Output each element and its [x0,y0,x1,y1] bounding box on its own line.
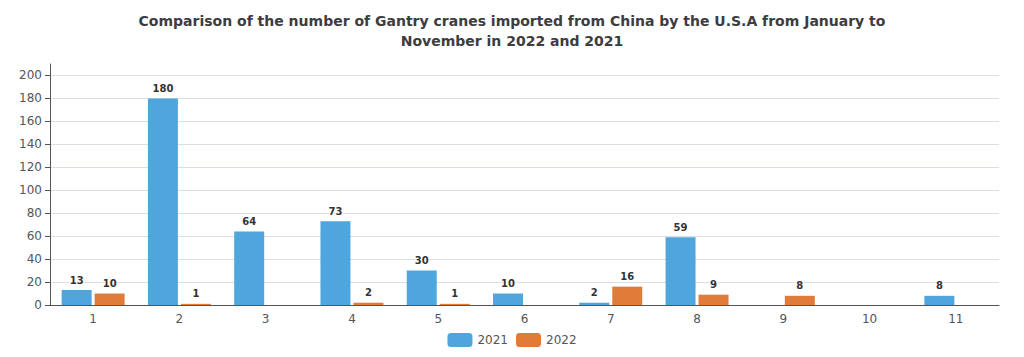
svg-text:60: 60 [27,229,42,243]
svg-text:120: 120 [19,160,42,174]
svg-text:Comparison of the number of Ga: Comparison of the number of Gantry crane… [139,13,886,29]
svg-text:2: 2 [365,287,372,298]
svg-text:73: 73 [328,206,342,217]
svg-text:64: 64 [242,216,256,227]
svg-text:5: 5 [434,312,442,326]
svg-text:1: 1 [192,288,199,299]
svg-text:10: 10 [862,312,877,326]
svg-text:8: 8 [693,312,701,326]
svg-text:2022: 2022 [546,333,577,347]
svg-text:9: 9 [779,312,787,326]
svg-text:13: 13 [70,275,84,286]
svg-text:November in 2022 and 2021: November in 2022 and 2021 [401,33,624,49]
svg-text:180: 180 [19,91,42,105]
svg-text:3: 3 [262,312,270,326]
svg-text:180: 180 [152,83,173,94]
svg-text:7: 7 [607,312,615,326]
svg-text:2: 2 [176,312,184,326]
svg-text:2: 2 [591,287,598,298]
svg-text:0: 0 [34,298,42,312]
svg-text:40: 40 [27,252,42,266]
svg-text:2021: 2021 [477,333,508,347]
svg-text:4: 4 [348,312,356,326]
svg-text:10: 10 [103,278,117,289]
svg-text:1: 1 [89,312,97,326]
svg-text:160: 160 [19,114,42,128]
svg-text:8: 8 [936,280,943,291]
svg-text:100: 100 [19,183,42,197]
svg-text:140: 140 [19,137,42,151]
svg-text:16: 16 [620,271,634,282]
svg-text:200: 200 [19,68,42,82]
svg-text:10: 10 [501,278,515,289]
svg-text:80: 80 [27,206,42,220]
svg-text:20: 20 [27,275,42,289]
svg-text:6: 6 [521,312,529,326]
svg-text:1: 1 [451,288,458,299]
svg-text:30: 30 [415,255,429,266]
svg-text:11: 11 [948,312,963,326]
svg-text:8: 8 [796,280,803,291]
svg-text:9: 9 [710,279,717,290]
svg-text:59: 59 [674,222,688,233]
